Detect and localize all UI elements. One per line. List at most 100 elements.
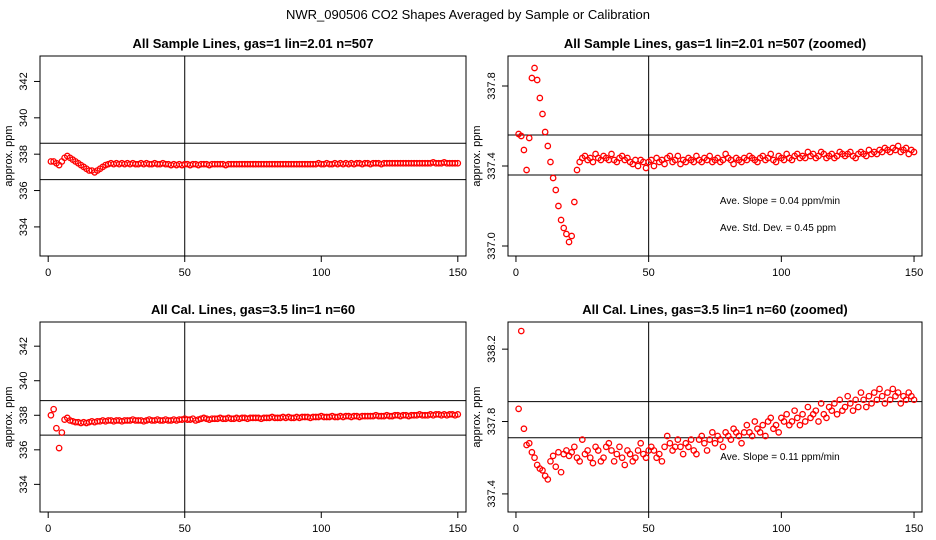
data-point [828,407,836,415]
data-point [552,186,560,194]
data-point [547,457,554,465]
data-point [833,410,841,418]
data-point [862,403,870,411]
y-tick-label: 337.4 [486,152,498,180]
data-point [658,457,666,465]
data-point [743,421,751,429]
data-point [884,389,891,396]
x-tick-label: 50 [643,267,655,279]
data-point [767,414,775,422]
data-point [58,429,66,436]
data-point [570,443,578,451]
data-point [549,174,557,182]
data-point [55,444,63,452]
data-point [679,450,687,458]
data-point [642,454,650,462]
data-point [570,198,578,206]
data-point [605,439,613,447]
data-point [584,447,591,454]
annotation: Ave. Std. Dev. = 0.45 ppm [720,223,836,234]
data-point [841,403,849,411]
data-point [878,392,886,400]
data-point [775,429,783,436]
y-tick-label: 336 [18,441,30,459]
x-tick-label: 0 [513,523,519,535]
data-point [852,396,860,404]
data-point [632,454,639,462]
data-point [889,385,897,393]
data-point [608,150,615,158]
data-point [685,443,692,451]
y-tick-label: 340 [18,372,30,390]
data-point [539,110,546,118]
x-tick-label: 0 [513,267,519,279]
x-tick-label: 150 [905,523,923,535]
data-point [706,436,714,443]
data-point [637,439,645,447]
data-point [836,396,844,404]
panel-title: All Cal. Lines, gas=3.5 lin=1 n=60 (zoom… [582,302,848,317]
panel-title: All Sample Lines, gas=1 lin=2.01 n=507 (… [564,36,866,51]
y-tick-label: 334 [18,218,30,236]
data-point [557,216,565,224]
data-point [831,400,838,407]
data-point [515,405,522,413]
data-point [552,463,560,471]
y-tick-label: 337.8 [486,72,498,100]
plot-frame [39,55,467,257]
data-point [53,424,60,432]
data-point [47,411,55,419]
data-point [549,452,557,460]
data-point [783,410,791,418]
y-tick-label: 334 [18,475,30,493]
data-point [544,142,552,150]
x-tick-label: 100 [772,267,790,279]
data-point [650,447,658,454]
data-point [661,160,668,168]
data-point [748,432,756,440]
y-tick-label: 337.4 [486,480,498,508]
data-point [886,396,894,404]
data-point [523,166,530,174]
figure-title: NWR_090506 CO2 Shapes Averaged by Sample… [286,7,650,22]
y-tick-label: 342 [18,337,30,355]
data-point [531,64,538,72]
y-axis-label: approx. ppm [3,386,15,447]
data-point [693,450,700,458]
data-point [791,407,798,415]
plot-frame [507,55,923,257]
data-point [716,436,724,443]
data-point [520,425,528,433]
x-tick-label: 50 [179,267,191,279]
y-tick-label: 340 [18,109,30,127]
y-tick-label: 338 [18,406,30,424]
data-point [600,454,607,462]
data-point [865,392,873,400]
chart-panel-1: All Sample Lines, gas=1 lin=2.01 n=507 0 5… [3,36,467,279]
data-point [560,224,568,232]
data-point [610,457,618,465]
data-point [823,414,830,422]
data-point [666,152,674,160]
data-point [860,396,867,404]
data-point [727,436,735,443]
data-point [621,461,629,469]
x-tick-label: 100 [772,523,790,535]
data-point [698,432,706,440]
data-point [788,418,796,425]
data-point [50,405,58,413]
data-point [751,418,759,425]
panel-title: All Sample Lines, gas=1 lin=2.01 n=507 [133,36,374,51]
data-point [870,389,878,396]
data-point [568,448,576,456]
data-point [666,439,674,447]
data-point [817,400,825,407]
data-point [626,450,634,458]
data-point [735,432,743,440]
data-point [650,162,658,170]
data-point [674,152,682,160]
data-point [873,396,881,404]
data-point [555,448,562,456]
data-point [557,468,565,476]
data-point [849,407,857,415]
